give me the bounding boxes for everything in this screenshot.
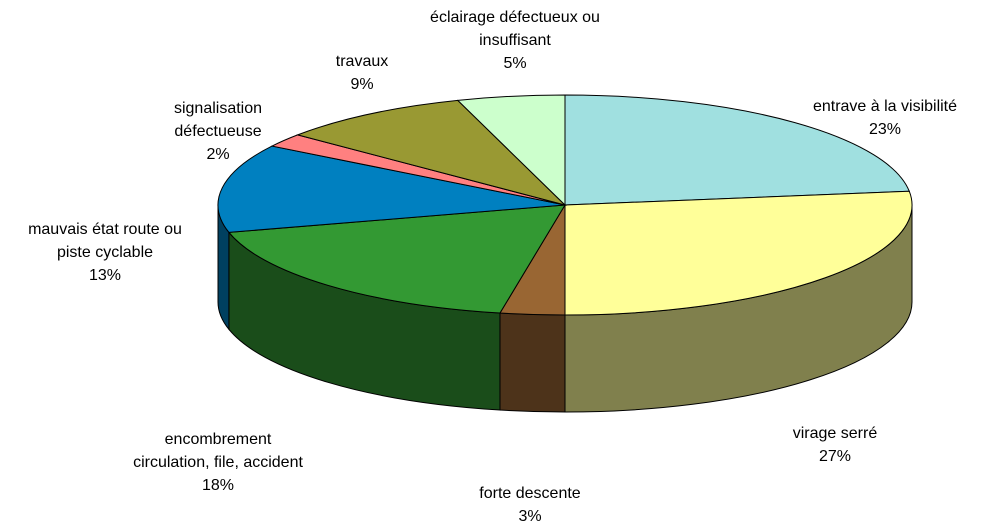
value-label: 2% [206, 146, 230, 163]
value-label: 18% [201, 477, 235, 494]
slice-label: éclairage défectueux ou insuffisant 5% [365, 6, 665, 75]
slice-label: signalisation défectueuse 2% [68, 97, 368, 166]
category-name: signalisation défectueuse [173, 100, 263, 140]
value-label: 27% [818, 448, 852, 465]
category-name: forte descente [479, 485, 581, 502]
slice-side [499, 312, 566, 413]
value-label: 3% [518, 508, 542, 523]
slice-label: mauvais état route ou piste cyclable 13% [0, 218, 255, 287]
value-label: 23% [868, 121, 902, 138]
slice-label: travaux 9% [212, 50, 512, 96]
slice-label: forte descente 3% [380, 482, 680, 523]
slice [227, 204, 566, 314]
slice [564, 94, 910, 206]
slice-label: virage serré 27% [685, 422, 985, 468]
category-name: encombrement circulation, file, accident [133, 431, 303, 471]
slice [296, 99, 567, 206]
category-name: entrave à la visibilité [812, 98, 958, 115]
category-name: virage serré [792, 425, 878, 442]
value-label: 5% [503, 55, 527, 72]
slice [456, 94, 566, 207]
category-name: mauvais état route ou piste cyclable [28, 221, 182, 261]
slice-label: encombrement circulation, file, accident… [68, 428, 368, 497]
slice [217, 145, 566, 233]
slice-label: entrave à la visibilité 23% [735, 95, 995, 141]
category-name: éclairage défectueux ou insuffisant [430, 9, 600, 49]
value-label: 13% [88, 267, 122, 284]
category-name: travaux [335, 53, 389, 70]
slice [564, 190, 913, 316]
value-label: 9% [350, 76, 374, 93]
